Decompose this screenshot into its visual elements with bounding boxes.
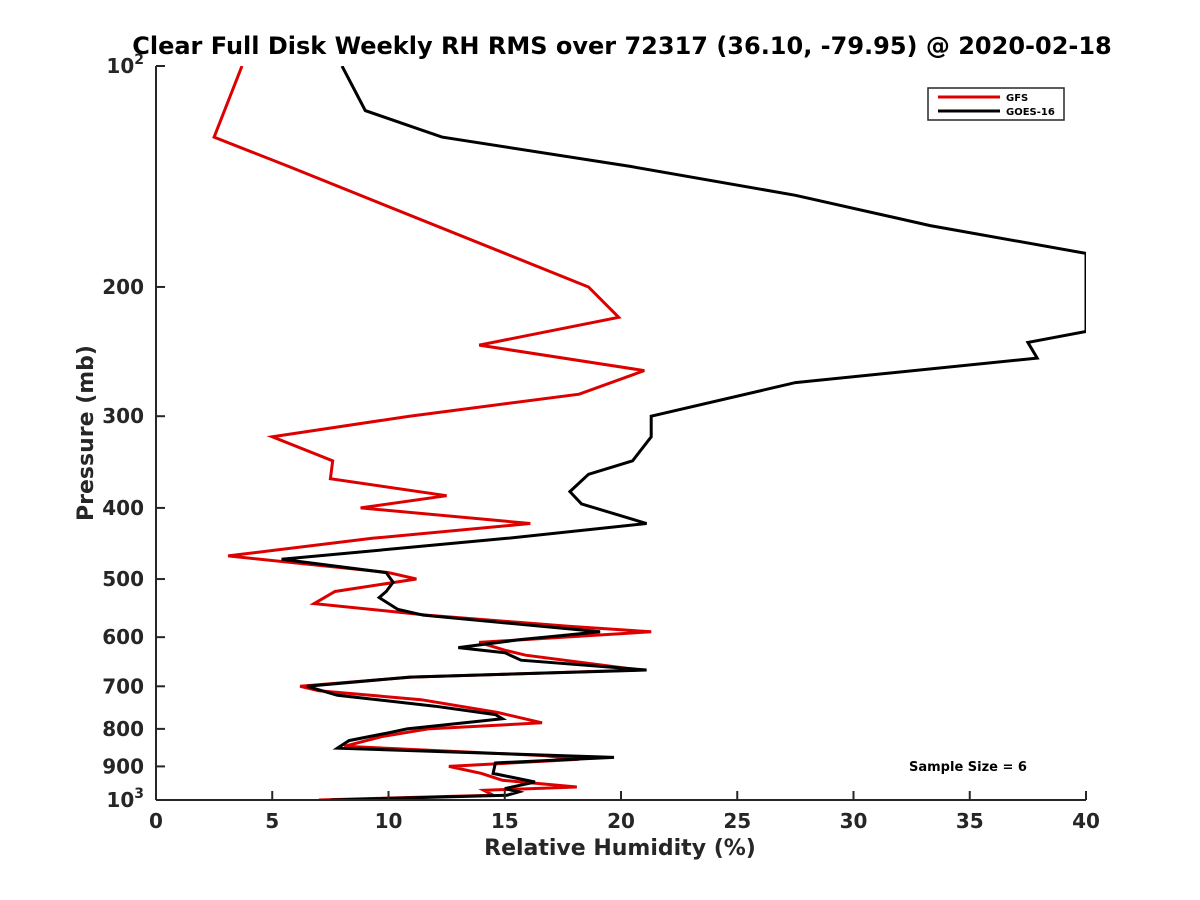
- x-tick-label: 30: [840, 809, 868, 833]
- y-tick-label: 700: [102, 674, 144, 698]
- y-tick-label: 400: [102, 496, 144, 520]
- x-tick-label: 25: [723, 809, 751, 833]
- x-tick-label: 10: [375, 809, 403, 833]
- x-tick-label: 35: [956, 809, 984, 833]
- x-tick-label: 5: [265, 809, 279, 833]
- y-axis-label: Pressure (mb): [74, 345, 99, 521]
- x-tick-label: 15: [491, 809, 519, 833]
- y-tick-label: 500: [102, 567, 144, 591]
- plot-area: 0 5 10 15 20 25 30 35 40102200300400500600700800…: [102, 52, 1100, 833]
- sample-size-annotation: Sample Size = 6: [909, 760, 1027, 775]
- y-tick-label: 900: [102, 754, 144, 778]
- x-tick-label: 40: [1072, 809, 1100, 833]
- y-tick-label: 800: [102, 717, 144, 741]
- x-tick-label: 0: [149, 809, 163, 833]
- chart-title: Clear Full Disk Weekly RH RMS over 72317…: [132, 32, 1112, 60]
- x-tick-label: 20: [607, 809, 635, 833]
- y-tick-label: 300: [102, 404, 144, 428]
- legend-label-goes-16: GOES-16: [1006, 107, 1055, 118]
- series-line-goes-16: [281, 66, 1086, 800]
- legend-label-gfs: GFS: [1006, 93, 1028, 104]
- y-tick-label: 600: [102, 625, 144, 649]
- y-tick-label: 200: [102, 275, 144, 299]
- x-axis-label: Relative Humidity (%): [484, 836, 756, 861]
- legend-box: [927, 87, 1065, 121]
- legend: GFS GOES-16: [927, 87, 1065, 121]
- series-line-gfs: [212, 66, 652, 800]
